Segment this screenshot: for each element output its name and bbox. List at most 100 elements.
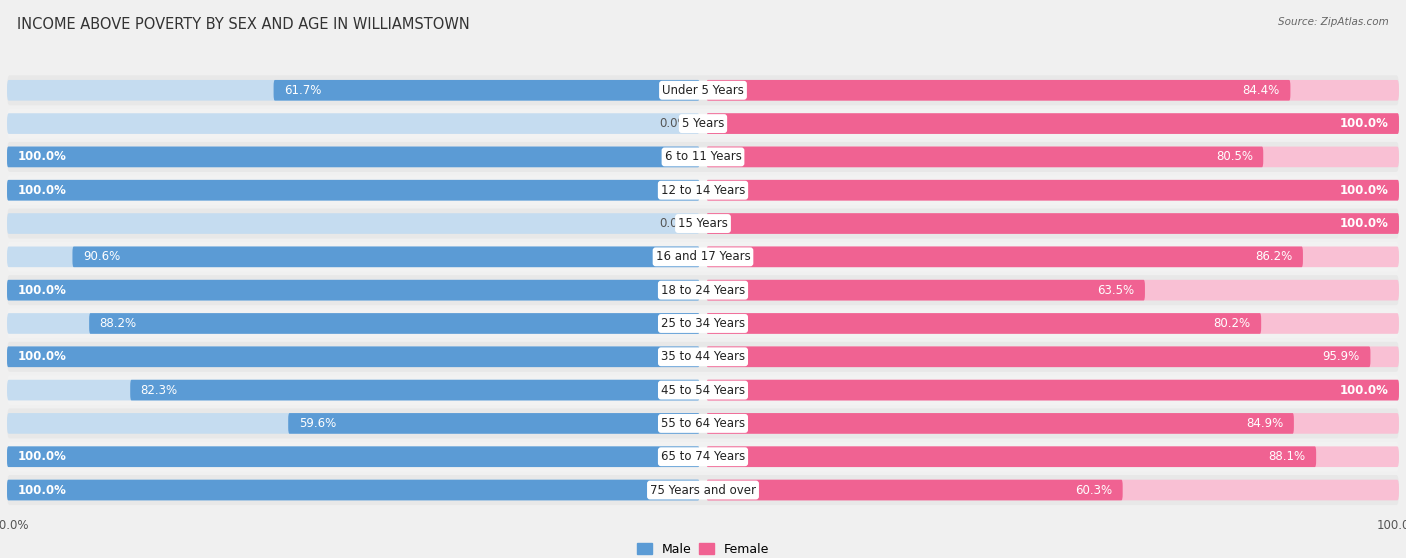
FancyBboxPatch shape [706,80,1399,100]
FancyBboxPatch shape [89,313,700,334]
FancyBboxPatch shape [706,380,1399,401]
FancyBboxPatch shape [706,247,1303,267]
Text: 63.5%: 63.5% [1097,283,1135,297]
FancyBboxPatch shape [7,142,1399,172]
FancyBboxPatch shape [73,247,700,267]
FancyBboxPatch shape [706,313,1261,334]
Text: 95.9%: 95.9% [1323,350,1360,363]
Text: 100.0%: 100.0% [17,151,66,163]
FancyBboxPatch shape [7,213,700,234]
FancyBboxPatch shape [7,75,1399,105]
Text: Under 5 Years: Under 5 Years [662,84,744,97]
Text: 75 Years and over: 75 Years and over [650,484,756,497]
FancyBboxPatch shape [706,213,1399,234]
FancyBboxPatch shape [7,180,700,200]
Text: 12 to 14 Years: 12 to 14 Years [661,184,745,197]
FancyBboxPatch shape [706,480,1399,501]
Text: 55 to 64 Years: 55 to 64 Years [661,417,745,430]
FancyBboxPatch shape [706,147,1263,167]
FancyBboxPatch shape [706,247,1399,267]
FancyBboxPatch shape [7,480,700,501]
Text: 100.0%: 100.0% [17,184,66,197]
FancyBboxPatch shape [7,147,700,167]
FancyBboxPatch shape [7,342,1399,372]
FancyBboxPatch shape [7,446,700,467]
Text: 35 to 44 Years: 35 to 44 Years [661,350,745,363]
Text: 80.2%: 80.2% [1213,317,1251,330]
Text: 6 to 11 Years: 6 to 11 Years [665,151,741,163]
FancyBboxPatch shape [706,380,1399,401]
FancyBboxPatch shape [706,147,1399,167]
Text: 100.0%: 100.0% [17,484,66,497]
FancyBboxPatch shape [706,280,1144,301]
Text: 60.3%: 60.3% [1076,484,1112,497]
FancyBboxPatch shape [706,280,1399,301]
FancyBboxPatch shape [7,109,1399,138]
Text: 16 and 17 Years: 16 and 17 Years [655,251,751,263]
Text: 25 to 34 Years: 25 to 34 Years [661,317,745,330]
Text: 90.6%: 90.6% [83,251,120,263]
FancyBboxPatch shape [7,113,700,134]
FancyBboxPatch shape [274,80,700,100]
FancyBboxPatch shape [706,113,1399,134]
Text: 100.0%: 100.0% [17,450,66,463]
FancyBboxPatch shape [706,446,1316,467]
FancyBboxPatch shape [7,280,700,301]
Text: 100.0%: 100.0% [17,350,66,363]
FancyBboxPatch shape [706,413,1294,434]
FancyBboxPatch shape [7,147,700,167]
FancyBboxPatch shape [288,413,700,434]
FancyBboxPatch shape [706,113,1399,134]
FancyBboxPatch shape [706,446,1399,467]
Text: 100.0%: 100.0% [1340,217,1389,230]
Text: 0.0%: 0.0% [659,117,689,130]
Text: 45 to 54 Years: 45 to 54 Years [661,383,745,397]
Text: 18 to 24 Years: 18 to 24 Years [661,283,745,297]
Text: 59.6%: 59.6% [298,417,336,430]
FancyBboxPatch shape [7,380,700,401]
FancyBboxPatch shape [706,80,1291,100]
Text: 5 Years: 5 Years [682,117,724,130]
FancyBboxPatch shape [706,180,1399,200]
FancyBboxPatch shape [706,347,1399,367]
FancyBboxPatch shape [7,442,1399,472]
Text: 88.1%: 88.1% [1268,450,1306,463]
FancyBboxPatch shape [7,375,1399,405]
FancyBboxPatch shape [7,480,700,501]
Text: 100.0%: 100.0% [1340,184,1389,197]
FancyBboxPatch shape [706,213,1399,234]
FancyBboxPatch shape [706,413,1399,434]
Text: 65 to 74 Years: 65 to 74 Years [661,450,745,463]
FancyBboxPatch shape [706,180,1399,200]
FancyBboxPatch shape [7,209,1399,238]
FancyBboxPatch shape [706,480,1122,501]
FancyBboxPatch shape [7,275,1399,305]
Text: 80.5%: 80.5% [1216,151,1253,163]
Text: INCOME ABOVE POVERTY BY SEX AND AGE IN WILLIAMSTOWN: INCOME ABOVE POVERTY BY SEX AND AGE IN W… [17,17,470,32]
FancyBboxPatch shape [7,309,1399,339]
Text: 15 Years: 15 Years [678,217,728,230]
FancyBboxPatch shape [7,475,1399,505]
FancyBboxPatch shape [7,408,1399,439]
FancyBboxPatch shape [7,347,700,367]
Text: 0.0%: 0.0% [659,217,689,230]
FancyBboxPatch shape [7,175,1399,205]
Text: 82.3%: 82.3% [141,383,177,397]
Text: 100.0%: 100.0% [1340,383,1389,397]
Text: 84.4%: 84.4% [1243,84,1279,97]
Text: 88.2%: 88.2% [100,317,136,330]
Text: 86.2%: 86.2% [1256,251,1292,263]
FancyBboxPatch shape [7,347,700,367]
FancyBboxPatch shape [706,313,1399,334]
Text: 100.0%: 100.0% [17,283,66,297]
FancyBboxPatch shape [7,280,700,301]
Text: 100.0%: 100.0% [1340,117,1389,130]
FancyBboxPatch shape [7,80,700,100]
Legend: Male, Female: Male, Female [631,538,775,558]
Text: 84.9%: 84.9% [1246,417,1284,430]
FancyBboxPatch shape [7,247,700,267]
Text: Source: ZipAtlas.com: Source: ZipAtlas.com [1278,17,1389,27]
FancyBboxPatch shape [7,446,700,467]
FancyBboxPatch shape [7,242,1399,272]
FancyBboxPatch shape [7,180,700,200]
